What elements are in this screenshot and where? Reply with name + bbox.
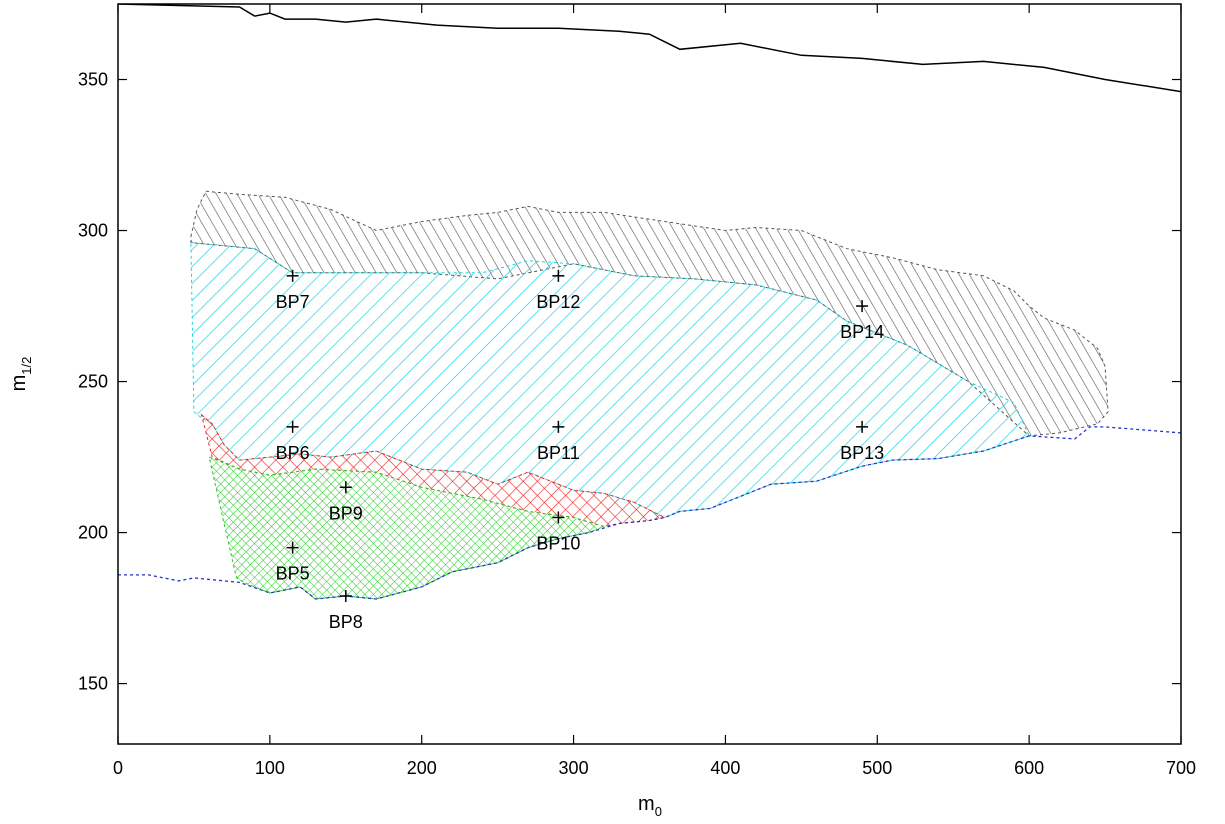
x-tick-label: 500 xyxy=(862,758,892,778)
region-green xyxy=(208,456,606,600)
point-bp10: BP10 xyxy=(536,511,580,553)
point-bp7: BP7 xyxy=(276,269,310,312)
point-bp11: BP11 xyxy=(537,420,580,463)
benchmark-points: BP5 BP6 BP7 BP8 BP9 BP10 BP11 BP12 BP13 BP14 xyxy=(276,269,884,632)
point-label: BP5 xyxy=(276,564,310,584)
point-label: BP10 xyxy=(536,533,580,553)
point-label: BP6 xyxy=(276,443,310,463)
y-tick-label: 150 xyxy=(78,674,108,694)
x-tick-label: 200 xyxy=(407,758,437,778)
point-label: BP8 xyxy=(329,612,363,632)
x-tick-label: 0 xyxy=(113,758,123,778)
x-tick-label: 400 xyxy=(710,758,740,778)
hatched-regions xyxy=(190,190,1109,600)
x-axis-label: m0 xyxy=(638,793,662,819)
point-bp13: BP13 xyxy=(840,420,884,463)
y-tick-label: 350 xyxy=(78,70,108,90)
boundary-curves xyxy=(118,4,1181,600)
x-tick-label: 600 xyxy=(1014,758,1044,778)
curve-black-solid xyxy=(118,4,1181,93)
point-bp5: BP5 xyxy=(276,541,310,584)
point-label: BP14 xyxy=(840,322,884,342)
point-label: BP13 xyxy=(840,443,884,463)
point-bp12: BP12 xyxy=(536,269,580,312)
y-tick-label: 250 xyxy=(78,372,108,392)
point-label: BP12 xyxy=(536,292,580,312)
point-bp14: BP14 xyxy=(840,300,884,342)
axis-ticks: 0 100 200 300 400 500 600 700 150 200 250 300 350 xyxy=(78,4,1196,778)
y-axis-label: m1/2 xyxy=(8,357,34,392)
point-bp8: BP8 xyxy=(329,590,363,632)
point-label: BP7 xyxy=(276,292,310,312)
region-cyan xyxy=(190,242,1030,519)
point-bp9: BP9 xyxy=(329,481,363,523)
point-label: BP11 xyxy=(537,443,580,463)
x-tick-label: 300 xyxy=(559,758,589,778)
y-tick-label: 300 xyxy=(78,221,108,241)
point-bp6: BP6 xyxy=(276,420,310,463)
point-label: BP9 xyxy=(329,503,363,523)
plot-frame xyxy=(117,3,1182,745)
y-tick-label: 200 xyxy=(78,523,108,543)
region-grey xyxy=(190,190,1109,437)
x-tick-label: 700 xyxy=(1166,758,1196,778)
x-tick-label: 100 xyxy=(255,758,285,778)
